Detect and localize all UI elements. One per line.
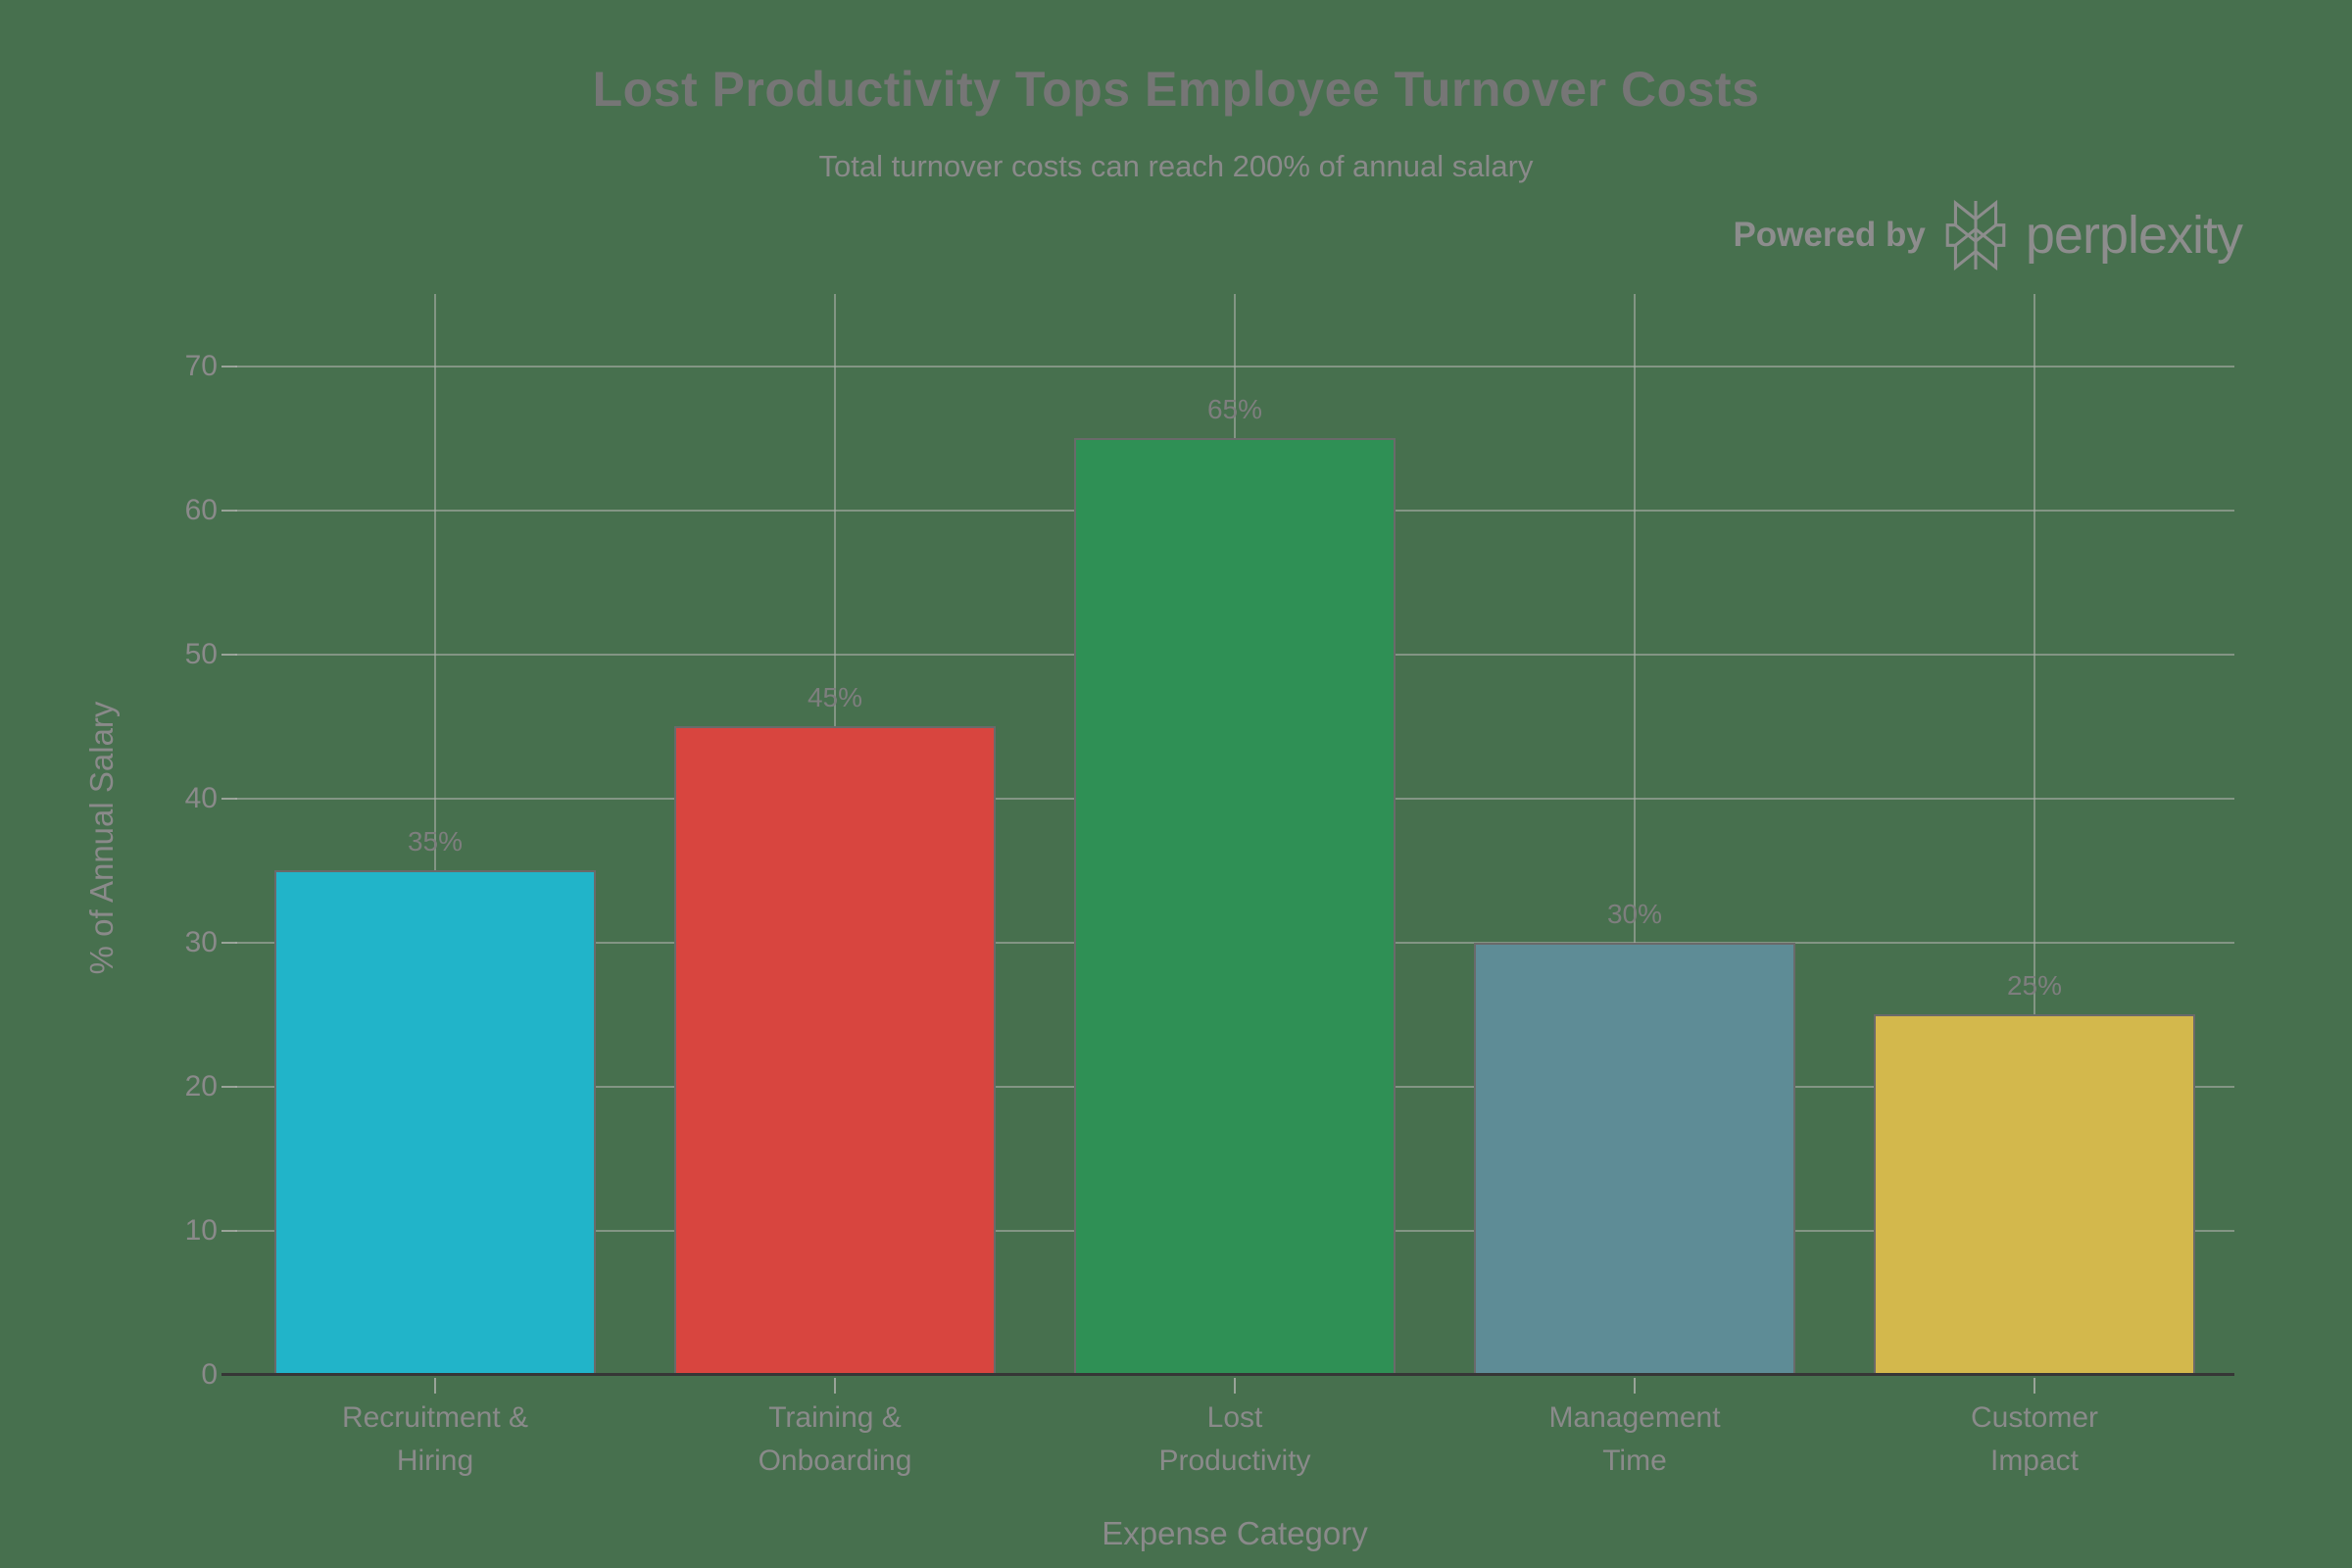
- y-tick-mark: [221, 653, 237, 656]
- powered-by-label: Powered by: [1733, 216, 1926, 254]
- y-tick-mark: [221, 365, 237, 368]
- bar-0[interactable]: [274, 870, 596, 1375]
- chart-subtitle: Total turnover costs can reach 200% of a…: [818, 149, 1534, 183]
- v-gridline: [434, 294, 436, 1375]
- bar-value-label: 25%: [2006, 970, 2063, 1002]
- bar-1[interactable]: [674, 726, 996, 1375]
- x-tick-mark: [1234, 1378, 1236, 1394]
- x-tick-mark: [1634, 1378, 1636, 1394]
- attribution: Powered by perplexity: [1733, 194, 2243, 276]
- y-tick-label: 20: [184, 1069, 218, 1102]
- bar-2[interactable]: [1074, 438, 1396, 1375]
- y-tick-mark: [221, 1085, 237, 1088]
- x-category-label: Recruitment & Hiring: [341, 1401, 529, 1477]
- y-tick-mark: [221, 1229, 237, 1232]
- bar-value-label: 35%: [407, 826, 464, 858]
- x-category-label: Management Time: [1548, 1401, 1721, 1477]
- v-gridline: [2034, 294, 2035, 1375]
- bar-value-label: 30%: [1606, 898, 1663, 929]
- bar-3[interactable]: [1474, 942, 1795, 1375]
- x-category-label: Customer Impact: [1970, 1401, 2099, 1477]
- y-tick-label: 30: [184, 925, 218, 958]
- y-tick-mark: [221, 941, 237, 944]
- y-tick-mark: [221, 509, 237, 512]
- x-category-label: Lost Productivity: [1158, 1401, 1311, 1477]
- y-axis-title: % of Annual Salary: [83, 701, 120, 975]
- x-tick-mark: [434, 1378, 436, 1394]
- y-tick-mark: [221, 797, 237, 800]
- chart-title: Lost Productivity Tops Employee Turnover…: [592, 62, 1760, 117]
- y-tick-label: 40: [184, 781, 218, 814]
- perplexity-logo-icon: [1945, 199, 2006, 271]
- x-axis-title: Expense Category: [1102, 1515, 1368, 1551]
- y-tick-label: 50: [184, 637, 218, 670]
- y-tick-label: 0: [201, 1358, 218, 1391]
- x-category-label: Training & Onboarding: [758, 1401, 912, 1477]
- bar-value-label: 45%: [807, 682, 863, 713]
- v-gridline: [1634, 294, 1636, 1375]
- y-tick-label: 60: [184, 493, 218, 526]
- y-tick-label: 10: [184, 1213, 218, 1247]
- y-tick-label: 70: [184, 349, 218, 382]
- perplexity-wordmark: perplexity: [2025, 206, 2243, 265]
- bar-value-label: 65%: [1206, 394, 1263, 425]
- x-axis-line: [221, 1373, 2234, 1376]
- x-tick-mark: [2034, 1378, 2035, 1394]
- x-tick-mark: [834, 1378, 836, 1394]
- bar-4[interactable]: [1874, 1014, 2195, 1375]
